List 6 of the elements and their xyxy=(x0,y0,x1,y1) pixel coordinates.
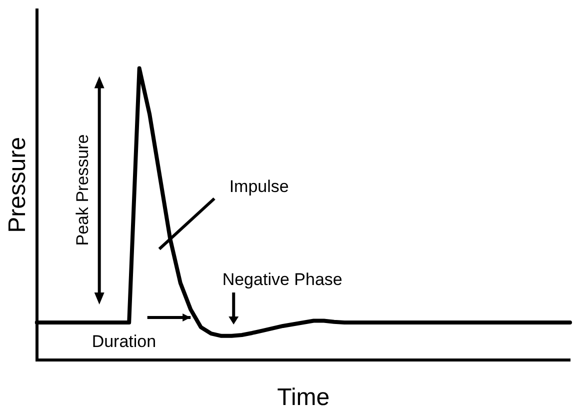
annotation: Impulse xyxy=(229,176,289,197)
x-axis-title: Time xyxy=(277,384,330,412)
annotation: Peak Pressure xyxy=(73,134,94,246)
annotation: Duration xyxy=(92,332,156,352)
annotation: Negative Phase xyxy=(222,270,342,290)
y-axis-title: Pressure xyxy=(4,136,32,233)
